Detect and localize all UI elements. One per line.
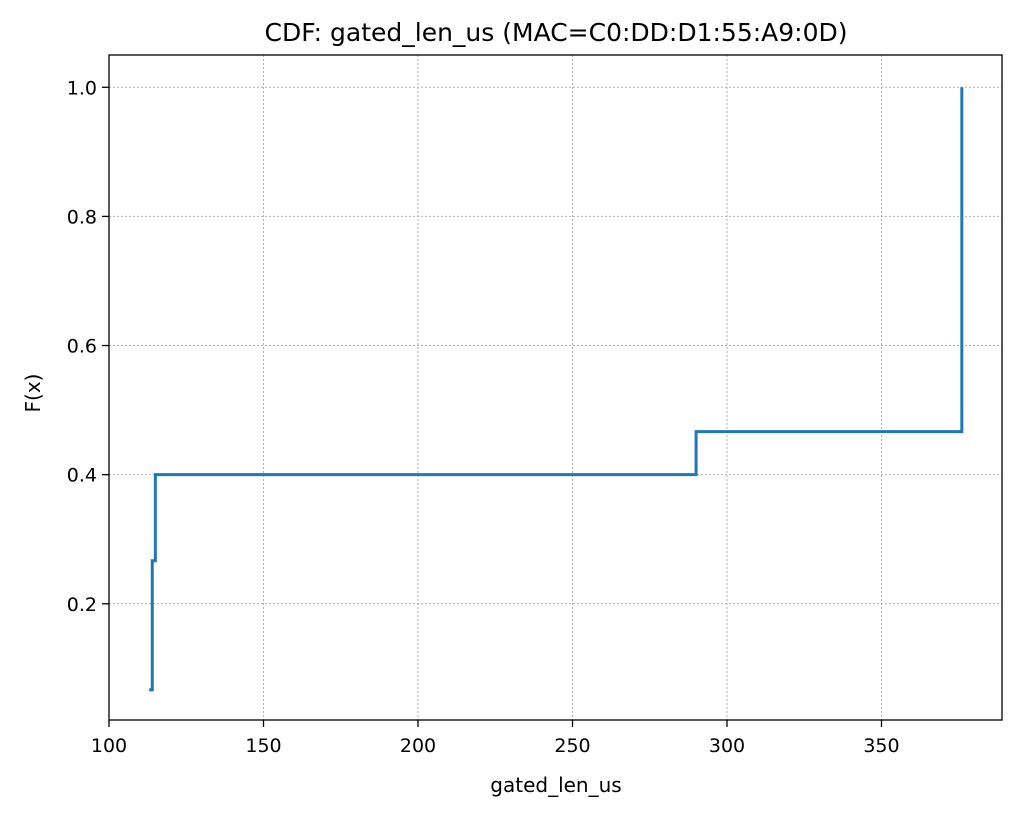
x-axis-label: gated_len_us [490, 773, 621, 797]
x-tick-label: 350 [863, 735, 899, 757]
y-tick-label: 0.2 [67, 594, 97, 616]
x-tick-label: 300 [709, 735, 745, 757]
x-tick-label: 100 [91, 735, 127, 757]
y-tick-label: 0.4 [67, 465, 97, 487]
grid-lines [108, 55, 1002, 720]
y-tick-label: 0.8 [67, 206, 97, 228]
y-tick-label: 1.0 [67, 77, 97, 99]
x-tick-label: 150 [245, 735, 281, 757]
x-tick-label: 250 [554, 735, 590, 757]
x-tick-label: 200 [400, 735, 436, 757]
x-axis-ticks: 100 150 200 250 300 350 [91, 720, 900, 757]
y-tick-label: 0.6 [67, 336, 97, 358]
cdf-series-line [149, 87, 964, 692]
y-axis-ticks: 0.2 0.4 0.6 0.8 1.0 [67, 77, 109, 616]
plot-frame [108, 54, 1003, 721]
chart-title: CDF: gated_len_us (MAC=C0:DD:D1:55:A9:0D… [265, 18, 848, 47]
y-axis-label: F(x) [21, 374, 45, 413]
